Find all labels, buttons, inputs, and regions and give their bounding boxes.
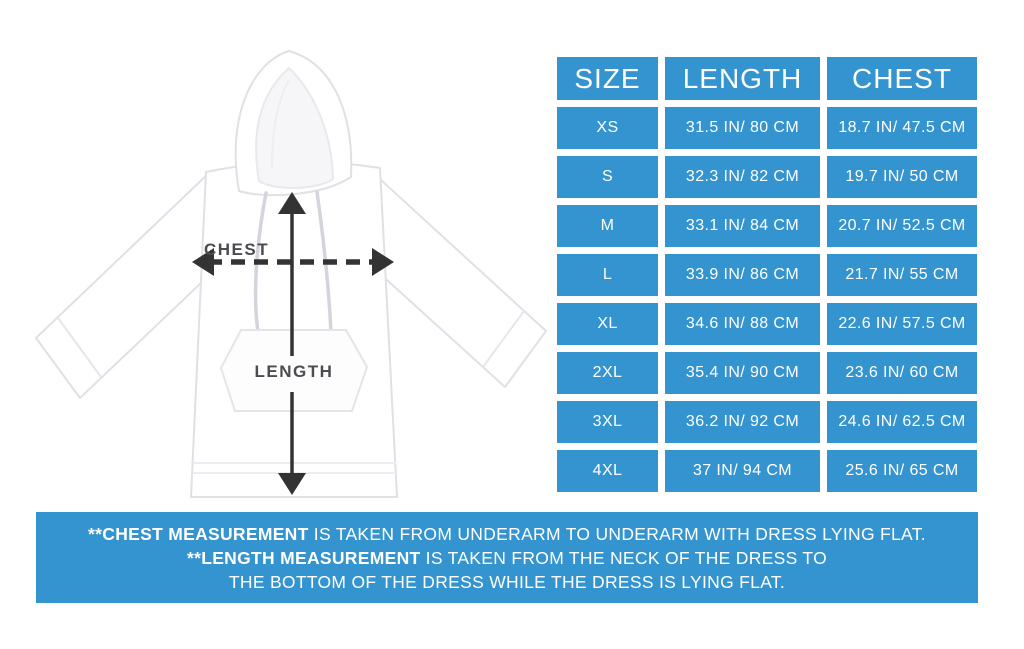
hoodie-illustration <box>35 49 547 498</box>
length-measure-label: LENGTH <box>254 362 334 381</box>
cell-length: 35.4 IN/ 90 CM <box>665 352 820 394</box>
cell-chest: 25.6 IN/ 65 CM <box>827 450 977 492</box>
length-note-bold: **LENGTH MEASUREMENT <box>186 547 421 568</box>
cell-chest: 22.6 IN/ 57.5 CM <box>827 303 977 345</box>
cell-length: 37 IN/ 94 CM <box>665 450 820 492</box>
cell-size: 2XL <box>557 352 658 394</box>
cell-size: 3XL <box>557 401 658 443</box>
cell-size: S <box>557 156 658 198</box>
length-note-line-2: THE BOTTOM OF THE DRESS WHILE THE DRESS … <box>229 570 785 594</box>
length-note-line-1: **LENGTH MEASUREMENT IS TAKEN FROM THE N… <box>187 546 827 570</box>
hood-fold <box>271 79 290 169</box>
cell-length: 31.5 IN/ 80 CM <box>665 107 820 149</box>
cell-length: 36.2 IN/ 92 CM <box>665 401 820 443</box>
cell-chest: 19.7 IN/ 50 CM <box>827 156 977 198</box>
length-note-text-1: IS TAKEN FROM THE NECK OF THE DRESS TO <box>420 547 827 568</box>
cell-chest: 18.7 IN/ 47.5 CM <box>827 107 977 149</box>
measurement-notes-banner: **CHEST MEASUREMENT IS TAKEN FROM UNDERA… <box>36 512 978 603</box>
chest-note-bold: **CHEST MEASUREMENT <box>88 523 309 544</box>
col-header-chest: CHEST <box>827 57 977 100</box>
cell-chest: 21.7 IN/ 55 CM <box>827 254 977 296</box>
hood-opening <box>255 66 335 189</box>
cell-length: 34.6 IN/ 88 CM <box>665 303 820 345</box>
col-header-length: LENGTH <box>665 57 820 100</box>
col-header-size: SIZE <box>557 57 658 100</box>
cell-length: 33.1 IN/ 84 CM <box>665 205 820 247</box>
kangaroo-pocket <box>219 329 369 412</box>
chest-arrow <box>192 248 394 276</box>
cell-chest: 23.6 IN/ 60 CM <box>827 352 977 394</box>
size-table: SIZE LENGTH CHEST XS 31.5 IN/ 80 CM 18.7… <box>557 57 977 492</box>
chest-measure-label: CHEST <box>204 240 270 259</box>
cell-size: XL <box>557 303 658 345</box>
cell-chest: 24.6 IN/ 62.5 CM <box>827 401 977 443</box>
length-arrow <box>278 192 306 495</box>
cell-size: L <box>557 254 658 296</box>
right-cuff-seam <box>482 310 525 368</box>
cell-chest: 20.7 IN/ 52.5 CM <box>827 205 977 247</box>
cell-size: XS <box>557 107 658 149</box>
left-cuff-seam <box>57 317 102 378</box>
chest-note-line: **CHEST MEASUREMENT IS TAKEN FROM UNDERA… <box>88 522 926 546</box>
cell-size: M <box>557 205 658 247</box>
length-note-text-2: THE BOTTOM OF THE DRESS WHILE THE DRESS … <box>228 571 786 592</box>
cell-length: 32.3 IN/ 82 CM <box>665 156 820 198</box>
cell-length: 33.9 IN/ 86 CM <box>665 254 820 296</box>
chest-note-text: IS TAKEN FROM UNDERARM TO UNDERARM WITH … <box>308 523 926 544</box>
cell-size: 4XL <box>557 450 658 492</box>
